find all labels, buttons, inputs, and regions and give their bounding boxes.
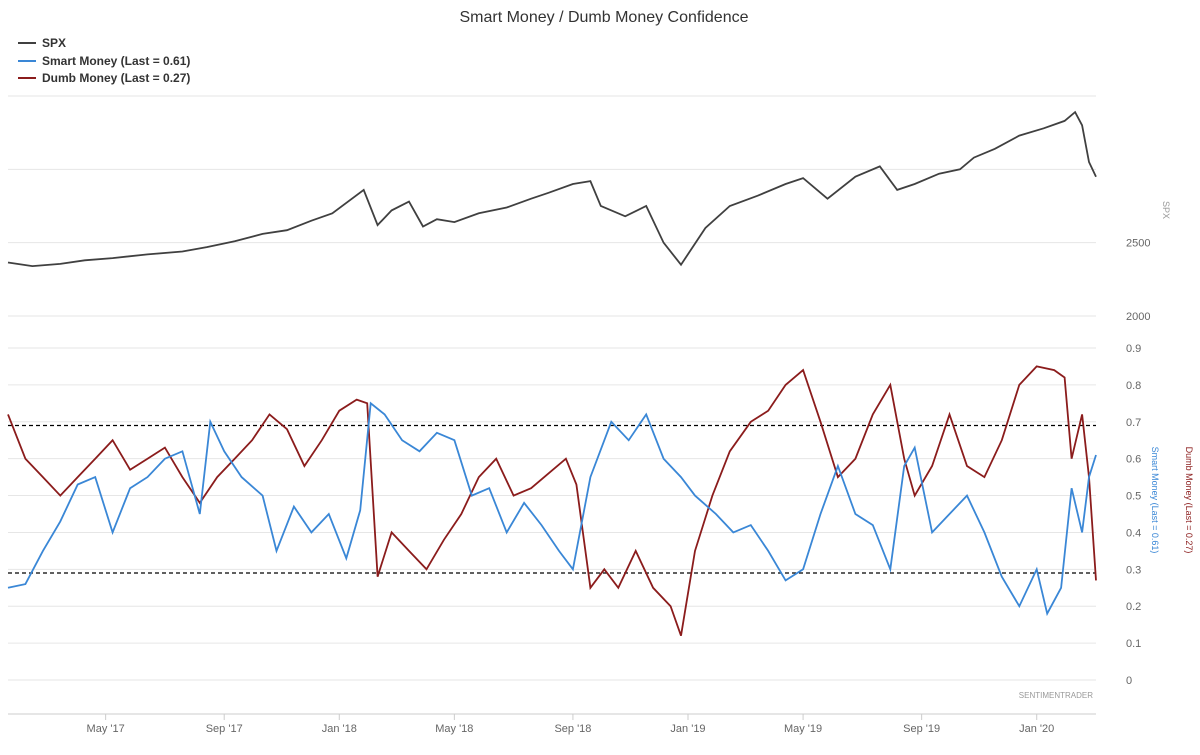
sentiment-gridlines [8,347,1096,681]
legend-item-spx[interactable]: SPX [18,36,66,50]
x-tick-label: May '19 [784,723,822,735]
legend: SPX Smart Money (Last = 0.61) Dumb Money… [18,36,190,85]
spx-y-tick-label: 2000 [1126,311,1150,323]
dumb-money-axis-title: Dumb Money (Last = 0.27) [1184,447,1194,554]
spx-axis-title: SPX [1161,201,1171,219]
x-tick-label: Sep '18 [554,723,591,735]
x-tick-label: Sep '17 [206,723,243,735]
spx-gridlines [8,95,1096,317]
sentiment-y-tick-label: 0.6 [1126,454,1141,466]
legend-item-dumb-money[interactable]: Dumb Money (Last = 0.27) [18,71,190,85]
legend-label-dumb-money: Dumb Money (Last = 0.27) [42,71,190,85]
sentiment-y-tick-label: 0.3 [1126,564,1141,576]
sentiment-y-tick-label: 0.7 [1126,417,1141,429]
watermark: SENTIMENTRADER [1019,691,1093,700]
x-tick-label: Jan '19 [670,723,705,735]
spx-y-tick-label: 2500 [1126,238,1150,250]
x-tick-label: Sep '19 [903,723,940,735]
x-tick-label: Jan '18 [322,723,357,735]
sentiment-y-tick-label: 0.8 [1126,380,1141,392]
x-tick-label: May '17 [87,723,125,735]
chart-title: Smart Money / Dumb Money Confidence [459,9,748,26]
sentiment-y-tick-label: 0.2 [1126,601,1141,613]
sentiment-y-tick-label: 0.4 [1126,527,1141,539]
threshold-lines [8,424,1096,574]
sentiment-y-axis: 0 0.1 0.2 0.3 0.4 0.5 0.6 0.7 0.8 0.9 [1126,343,1141,687]
smart-money-axis-title: Smart Money (Last = 0.61) [1150,447,1160,554]
x-axis: May '17 Sep '17 Jan '18 May '18 Sep '18 Jan '… [87,714,1054,735]
smart-money-series-line [7,401,1097,617]
sentiment-y-tick-label: 0 [1126,675,1132,687]
dumb-money-series-line [7,365,1097,636]
sentiment-y-tick-label: 0.5 [1126,491,1141,503]
legend-label-spx: SPX [42,36,66,50]
sentiment-y-tick-label: 0.1 [1126,638,1141,650]
x-tick-label: Jan '20 [1019,723,1054,735]
spx-series-line [7,110,1097,268]
legend-label-smart-money: Smart Money (Last = 0.61) [42,54,190,68]
x-tick-label: May '18 [435,723,473,735]
spx-y-axis: 2000 2500 [1126,238,1150,323]
legend-item-smart-money[interactable]: Smart Money (Last = 0.61) [18,54,190,68]
sentiment-y-tick-label: 0.9 [1126,343,1141,355]
